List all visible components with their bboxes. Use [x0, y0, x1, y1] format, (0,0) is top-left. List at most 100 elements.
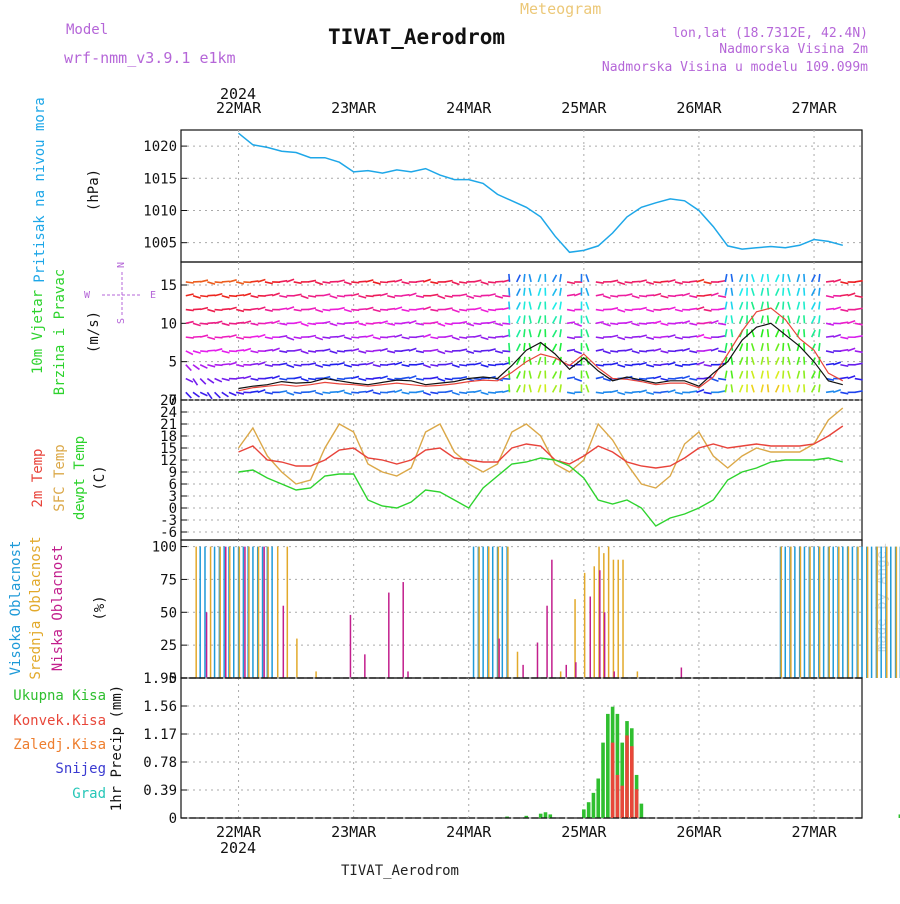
legend-conv-rain: Konvek.Kisa	[13, 713, 106, 729]
dew-ylabel: dewpt Temp	[72, 436, 88, 520]
wind-arrow	[308, 379, 316, 380]
elevation-text: Nadmorska Visina 2m	[719, 42, 868, 57]
wind-arrow	[366, 363, 374, 365]
wind-arrow	[459, 294, 467, 296]
wind-arrow	[761, 316, 763, 324]
wind-arrow	[416, 351, 424, 352]
wind-arrow	[804, 315, 805, 323]
wind-arrow	[668, 307, 676, 309]
wind-arrow	[265, 365, 273, 367]
wind-arrow	[661, 281, 669, 282]
wind-arrow	[366, 335, 374, 337]
temp2m-ylabel: 2m Temp	[30, 448, 46, 507]
wind-arrow	[740, 288, 743, 295]
wind-arrow	[423, 392, 431, 395]
wind-arrow	[560, 371, 561, 379]
wind-arrow	[783, 384, 784, 392]
wind-arrow	[675, 350, 683, 351]
wind-arrow	[617, 365, 625, 367]
temperature-frame	[181, 400, 862, 540]
year-label-bottom: 2024	[220, 839, 256, 857]
wind-arrow	[402, 322, 410, 323]
wind-arrow	[459, 377, 467, 379]
wind-arrow	[495, 364, 503, 365]
wind-ytick-label: 10	[160, 316, 177, 332]
wind-arrow	[215, 365, 223, 366]
wind-arrow	[812, 289, 816, 296]
wind-arrow	[222, 323, 230, 325]
wind-arrow	[207, 295, 215, 296]
wind-arrow	[768, 384, 769, 392]
total-precip-bar	[539, 814, 543, 818]
wind-arrow	[344, 365, 352, 367]
wind-arrow	[783, 343, 784, 351]
wind-arrow	[488, 349, 496, 351]
wind-arrow	[529, 288, 531, 296]
wind-arrow	[704, 337, 712, 338]
wind-arrow	[337, 280, 345, 282]
wind-arrow	[529, 371, 531, 379]
wind-arrow	[387, 391, 395, 392]
wind-arrow	[502, 296, 510, 297]
conv-precip-bar	[611, 743, 615, 818]
wind-arrow	[351, 392, 359, 393]
wind-arrow	[200, 392, 207, 395]
wind-arrow	[344, 295, 352, 296]
wind-arrow	[689, 379, 697, 381]
wind-arrow	[639, 335, 647, 337]
wind-arrow	[459, 392, 467, 393]
wind-arrow	[445, 336, 453, 338]
wind-arrow	[646, 337, 654, 339]
wind-arrow	[222, 392, 229, 396]
wind-arrow	[661, 296, 669, 298]
wind-arrow	[776, 316, 779, 323]
wind-arrow	[445, 379, 453, 380]
wind-arrow	[330, 351, 338, 353]
wind-arrow	[812, 275, 816, 282]
wind-arrow	[445, 296, 453, 297]
wind-arrow	[337, 363, 345, 365]
wind-arrow	[502, 351, 510, 352]
wind-arrow	[215, 337, 223, 338]
wind-arrow	[740, 302, 743, 309]
wind-arrow	[653, 349, 661, 351]
wind-arrow	[804, 329, 805, 337]
wind-arrow	[459, 282, 467, 283]
wind-arrow	[222, 364, 230, 365]
wind-arrow	[529, 316, 531, 324]
wind-arrow	[488, 392, 496, 393]
wind-arrow	[344, 310, 352, 312]
wind-arrow	[200, 351, 208, 352]
wind-ytick-label: 15	[160, 278, 177, 294]
wind-arrow	[731, 315, 732, 323]
wind-arrow	[222, 351, 230, 353]
wind-arrow	[509, 302, 510, 310]
wind-arrow	[560, 302, 561, 310]
wind-arrow	[529, 343, 531, 351]
model-name: wrf-nmm_v3.9.1 e1km	[64, 49, 236, 67]
date-label-bottom: 22MAR	[216, 823, 262, 841]
wind-arrow	[445, 280, 453, 281]
wind-arrow	[337, 296, 345, 297]
wind-arrow	[387, 309, 395, 310]
wind-arrow	[251, 281, 259, 282]
wind-arrow	[625, 392, 633, 393]
wind-arrow	[553, 344, 557, 351]
wind-arrow	[529, 329, 531, 337]
wind-arrow	[358, 296, 366, 298]
wind-arrow	[509, 288, 510, 296]
wind-arrow	[186, 310, 194, 311]
wind-arrow	[797, 385, 799, 393]
high-cloud-ylabel: Visoka Oblacnost	[8, 541, 24, 676]
wind-arrow	[409, 376, 417, 379]
wind-arrow	[222, 296, 230, 298]
wind-arrow	[731, 288, 732, 296]
wind-arrow	[294, 377, 302, 379]
wind-arrow	[337, 335, 345, 337]
wind-arrow	[222, 309, 230, 310]
total-precip-bar	[592, 793, 596, 818]
wind-arrow	[315, 392, 323, 394]
wind-arrow	[322, 294, 330, 296]
total-precip-bar	[606, 714, 610, 818]
wind-arrow	[553, 385, 557, 392]
